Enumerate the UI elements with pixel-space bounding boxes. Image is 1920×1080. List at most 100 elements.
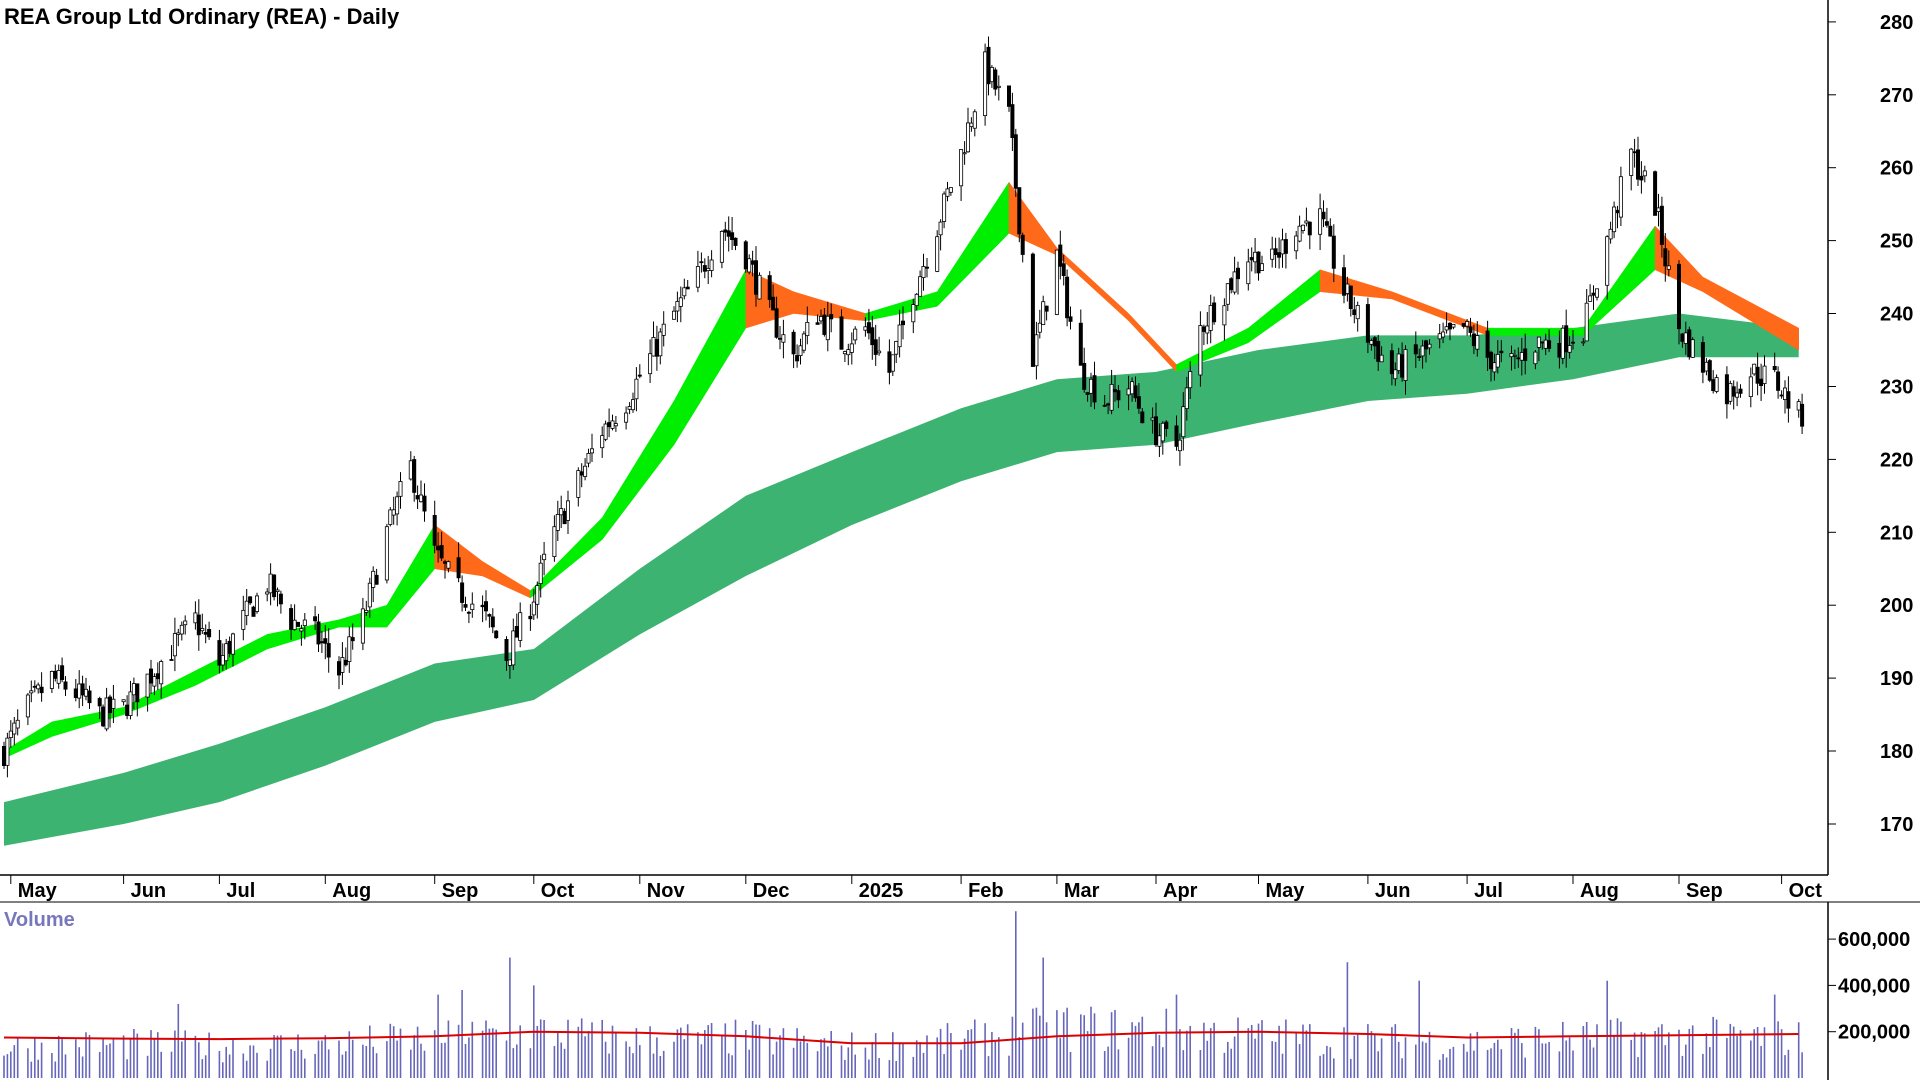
candle xyxy=(466,610,471,624)
candle xyxy=(1714,374,1719,394)
candle xyxy=(1225,283,1230,311)
candle xyxy=(248,596,253,605)
candle-body xyxy=(193,612,198,624)
candle-body xyxy=(1283,239,1288,254)
candle-body xyxy=(1324,221,1329,226)
candle xyxy=(1376,334,1381,371)
candle-body xyxy=(552,526,557,558)
candle xyxy=(1102,395,1107,408)
candle-body xyxy=(774,308,779,338)
date-tick-label: Apr xyxy=(1163,880,1198,902)
candle xyxy=(1417,348,1422,361)
candle-body xyxy=(135,683,140,703)
candle-body xyxy=(1800,403,1805,427)
candle xyxy=(1465,319,1470,336)
candle xyxy=(921,253,926,291)
candle xyxy=(1707,359,1712,383)
candle-body xyxy=(1208,305,1213,331)
candle-body xyxy=(610,420,615,429)
candle xyxy=(1061,254,1066,286)
candle xyxy=(962,141,967,165)
candle xyxy=(1451,323,1456,330)
candle xyxy=(504,636,509,671)
candle-body xyxy=(1581,341,1586,344)
candle xyxy=(733,237,738,251)
candle-body xyxy=(511,630,516,666)
candle xyxy=(959,149,964,201)
candle-body xyxy=(935,236,940,272)
candle xyxy=(535,581,540,619)
candle-body xyxy=(921,266,926,279)
candle-body xyxy=(1225,283,1230,305)
candle-body xyxy=(1605,236,1610,286)
candle-body xyxy=(890,354,895,372)
candle xyxy=(302,613,307,640)
candle-body xyxy=(1154,416,1159,446)
candle xyxy=(97,696,102,720)
candle-body xyxy=(456,557,461,579)
candle-body xyxy=(1471,333,1476,347)
candle xyxy=(586,448,591,468)
candle-body xyxy=(436,545,441,551)
candle xyxy=(470,592,475,618)
candle-body xyxy=(531,601,536,616)
candle-body xyxy=(1065,276,1070,319)
candle-body xyxy=(877,350,882,354)
candle-body xyxy=(675,301,680,312)
candle-body xyxy=(1417,356,1422,359)
candle-body xyxy=(227,640,232,654)
candle xyxy=(672,306,677,320)
candle-body xyxy=(1567,345,1572,353)
candle-body xyxy=(1249,257,1254,261)
candle-body xyxy=(771,296,776,311)
price-tick-label: 270 xyxy=(1880,85,1913,107)
candle-body xyxy=(1345,283,1350,294)
candle xyxy=(914,293,919,311)
candle-body xyxy=(962,152,967,155)
candle xyxy=(966,107,971,153)
candle-body xyxy=(97,698,102,707)
date-tick-label: Sep xyxy=(1686,880,1723,902)
candle xyxy=(699,252,704,273)
candle-body xyxy=(101,706,106,727)
candle-body xyxy=(1468,326,1473,333)
candle-body xyxy=(244,600,249,617)
candle-body xyxy=(805,321,810,336)
candle xyxy=(398,472,403,509)
candle-body xyxy=(1054,249,1059,315)
candle xyxy=(275,587,280,607)
candle xyxy=(1188,361,1193,399)
candle-body xyxy=(1632,151,1637,154)
candle-body xyxy=(695,266,700,288)
candle xyxy=(1653,170,1658,216)
candle xyxy=(483,590,488,621)
volume-tick-label: 600,000 xyxy=(1838,929,1910,951)
candle-body xyxy=(1690,339,1695,358)
candle-body xyxy=(295,621,300,627)
candle-body xyxy=(87,690,92,704)
candle-body xyxy=(795,355,800,362)
candle xyxy=(1776,366,1781,399)
candle xyxy=(347,626,352,673)
candle-body xyxy=(1133,385,1138,399)
candle xyxy=(801,331,806,354)
candle xyxy=(894,340,899,363)
candle xyxy=(1413,331,1418,369)
candle-body xyxy=(1270,248,1275,260)
candle xyxy=(918,270,923,297)
volume-title: Volume xyxy=(4,909,75,931)
candle xyxy=(1547,329,1552,353)
candle-body xyxy=(1509,353,1514,358)
candle-body xyxy=(583,465,588,477)
candle-body xyxy=(1738,388,1743,394)
candle-body xyxy=(672,310,677,320)
candle-body xyxy=(1588,295,1593,302)
candle-body xyxy=(179,624,184,635)
candle-body xyxy=(1013,134,1018,189)
candle-body xyxy=(1557,342,1562,358)
candle-body xyxy=(1297,225,1302,242)
candle xyxy=(873,324,878,366)
candle-body xyxy=(1403,349,1408,381)
candle xyxy=(1082,347,1087,393)
candle xyxy=(1567,336,1572,359)
